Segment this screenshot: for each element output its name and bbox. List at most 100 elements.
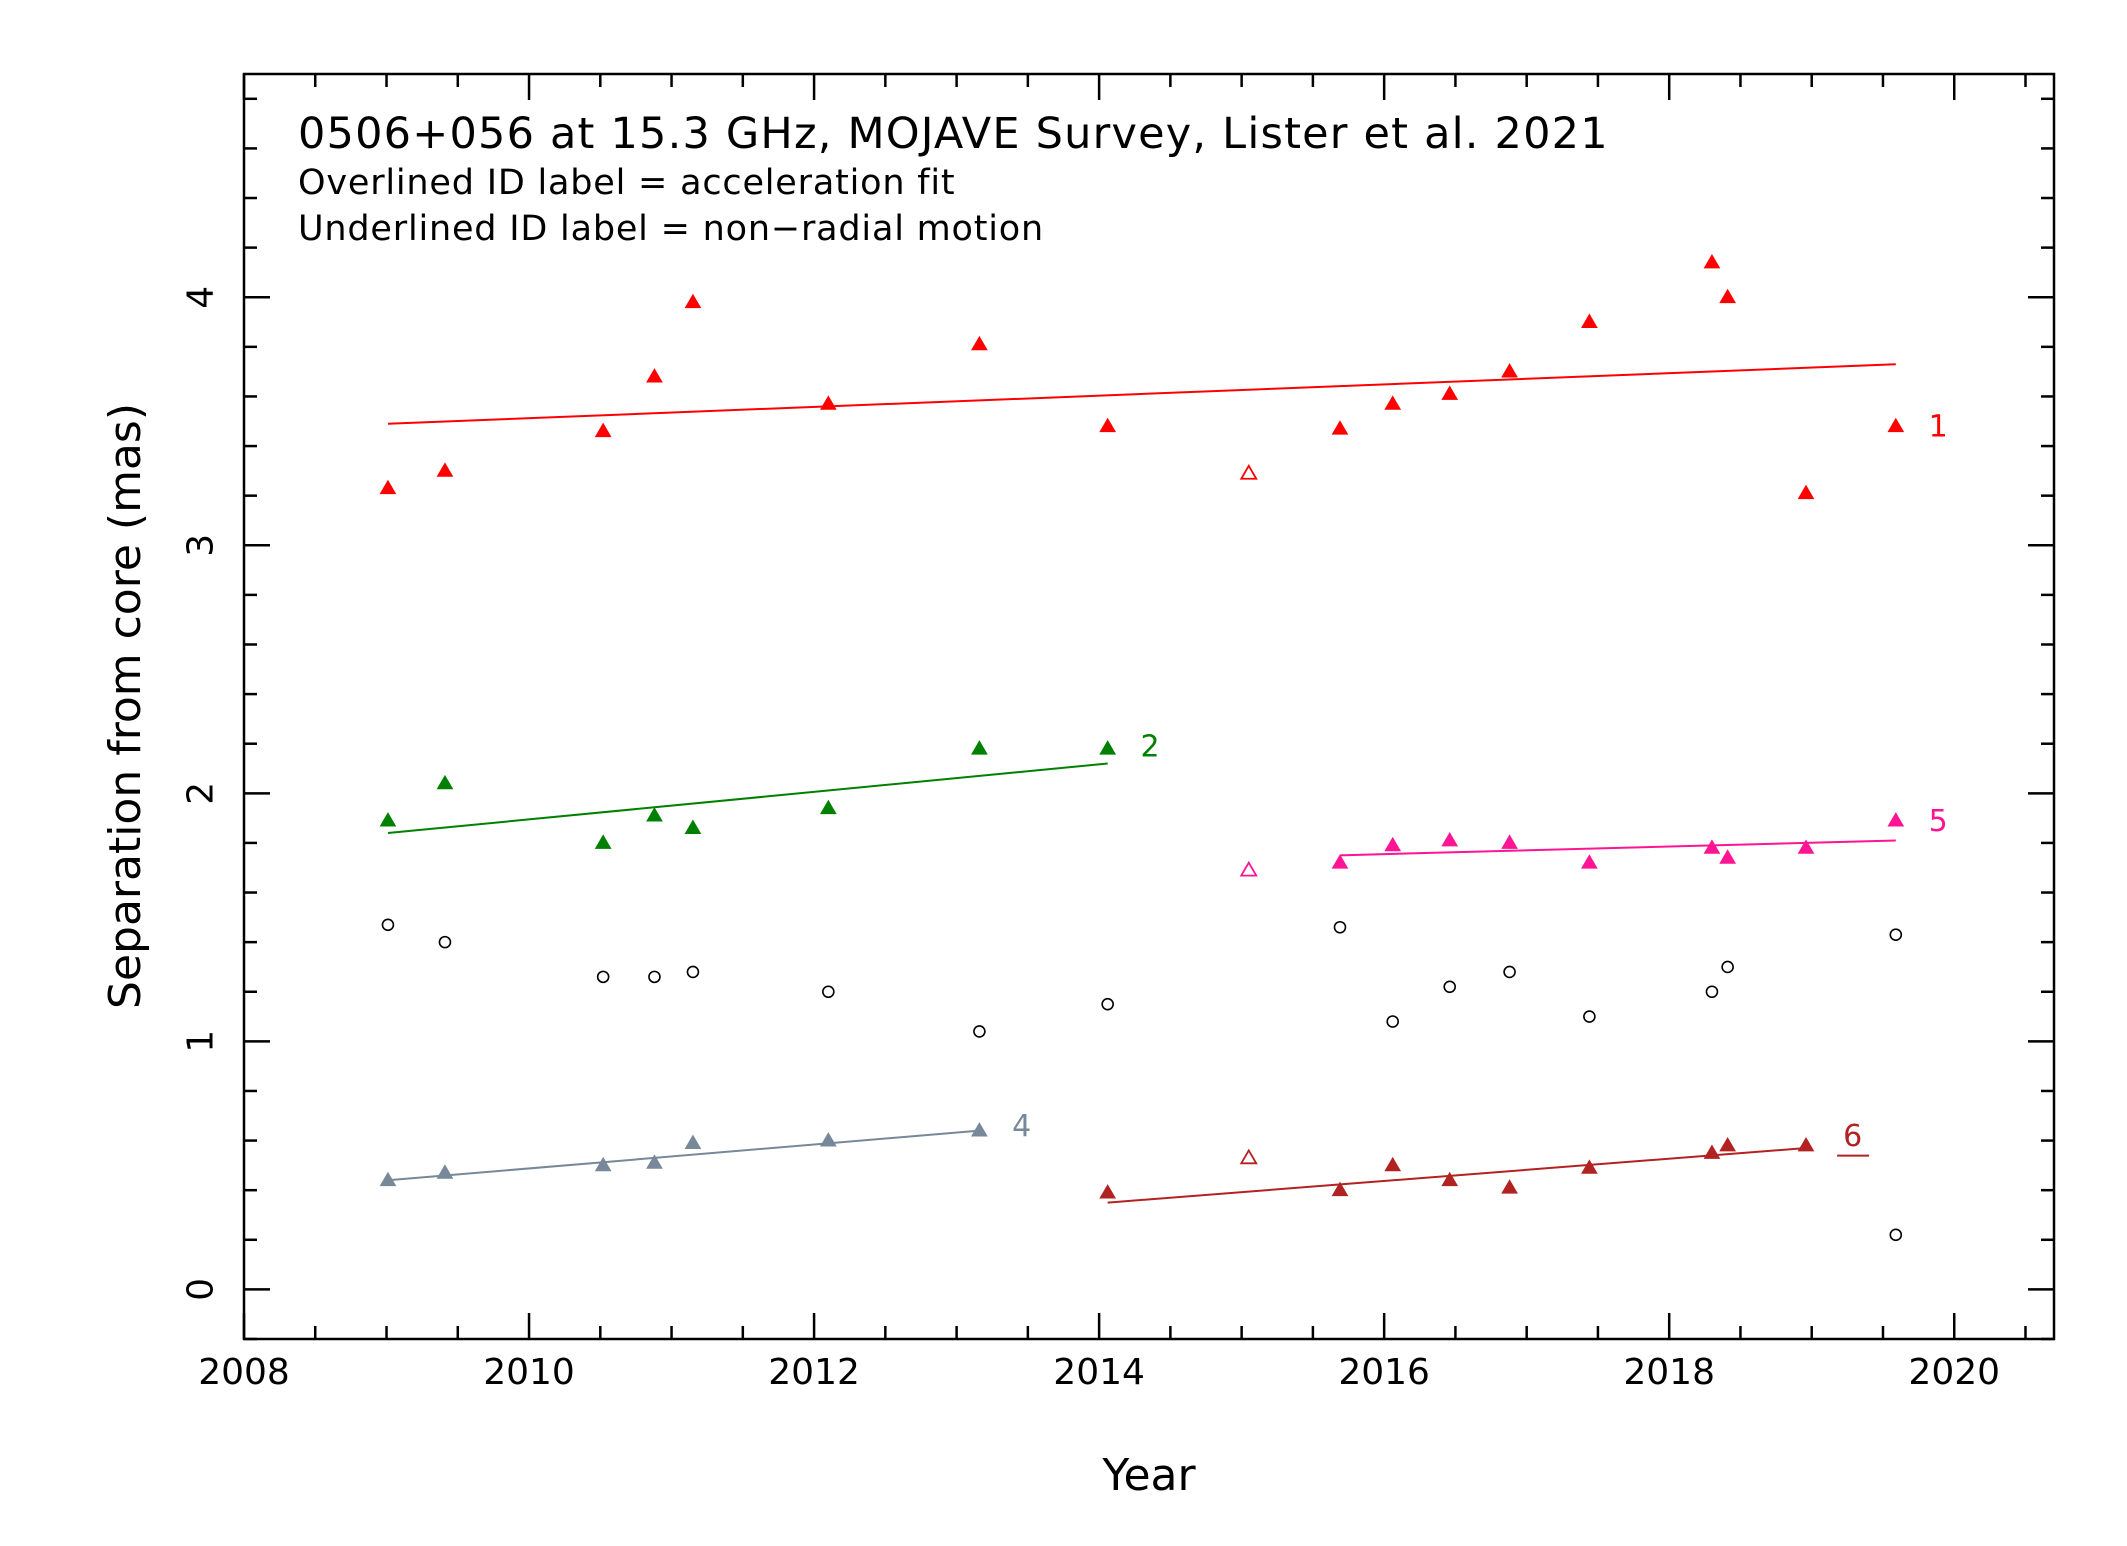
point-4 [684, 1134, 702, 1149]
point-2 [684, 819, 702, 834]
component-label-2: 2 [1140, 730, 1159, 765]
point-2 [1099, 740, 1117, 755]
point-5 [1501, 834, 1518, 849]
point-1 [971, 335, 988, 351]
point-6 [1384, 1156, 1402, 1172]
point-1 [594, 422, 612, 438]
plot-frame [242, 72, 2056, 1341]
point-core [1583, 1010, 1596, 1023]
point-1 [1719, 288, 1736, 304]
point-2 [379, 812, 397, 827]
fit-line-6 [1107, 1147, 1807, 1204]
point-5 [1331, 854, 1349, 869]
point-core [1503, 965, 1516, 979]
point-1 [1099, 417, 1117, 433]
component-label-5: 5 [1929, 804, 1948, 839]
point-6 [1797, 1137, 1815, 1152]
axis-ticks [242, 74, 2054, 1341]
y-axis-label: Separation from core (mas) [100, 403, 151, 1009]
y-tick-label: 4 [181, 286, 222, 309]
point-1 [1887, 417, 1905, 433]
point-1 [646, 368, 663, 383]
component-label-4: 4 [1012, 1109, 1031, 1144]
point-4 [436, 1164, 454, 1179]
point-5 [1719, 849, 1736, 864]
point-4 [379, 1171, 397, 1187]
point-core [1889, 928, 1903, 941]
point-core [381, 918, 395, 932]
fit-line-5 [1339, 839, 1896, 857]
x-tick-label: 2016 [1338, 1352, 1430, 1393]
point-4 [971, 1122, 988, 1137]
chart-note-acceleration: Overlined ID label = acceleration fit [298, 163, 955, 203]
chart-title: 0506+056 at 15.3 GHz, MOJAVE Survey, Lis… [298, 109, 1609, 159]
point-1 [1239, 464, 1258, 480]
point-1 [379, 479, 397, 495]
point-1 [1331, 420, 1349, 435]
point-core [822, 985, 835, 999]
point-5 [1887, 812, 1905, 827]
x-tick-label: 2012 [768, 1352, 860, 1393]
point-6 [1441, 1171, 1459, 1187]
point-2 [646, 807, 663, 822]
point-1 [1384, 395, 1402, 410]
point-4 [594, 1156, 612, 1172]
point-5 [1581, 854, 1598, 869]
point-1 [1581, 313, 1598, 328]
y-tick-label: 1 [181, 1030, 222, 1053]
fit-line-1 [387, 363, 1896, 425]
point-6 [1239, 1148, 1258, 1165]
component-label-6: 6 [1843, 1119, 1862, 1154]
fit-line-2 [387, 762, 1108, 834]
point-1 [1501, 363, 1518, 378]
point-6 [1099, 1184, 1117, 1199]
point-5 [1441, 831, 1459, 847]
point-6 [1331, 1181, 1349, 1197]
point-core [1721, 960, 1734, 974]
x-tick-label: 2018 [1623, 1352, 1715, 1393]
component-label-1: 1 [1929, 410, 1948, 445]
x-axis-label: Year [1101, 1450, 1196, 1501]
point-core [973, 1025, 986, 1038]
point-2 [436, 774, 454, 790]
point-6 [1719, 1137, 1736, 1152]
x-tick-label: 2014 [1053, 1352, 1145, 1393]
point-core [438, 935, 452, 949]
data-layer: 1 2 4 5 6 [379, 254, 1948, 1242]
point-core [1705, 985, 1719, 999]
point-core [648, 970, 661, 984]
point-5 [1703, 839, 1721, 854]
x-tick-label: 2020 [1908, 1352, 2000, 1393]
point-2 [971, 740, 988, 755]
point-core [1889, 1228, 1903, 1242]
point-core [1386, 1015, 1400, 1028]
point-core [1443, 980, 1457, 994]
x-tick-label: 2008 [198, 1352, 290, 1393]
point-5 [1797, 839, 1815, 854]
point-6 [1501, 1179, 1518, 1194]
point-6 [1581, 1159, 1598, 1174]
point-core [686, 965, 700, 979]
point-6 [1703, 1144, 1721, 1159]
fit-line-4 [387, 1129, 980, 1182]
point-5 [1239, 860, 1258, 877]
point-4 [646, 1154, 663, 1169]
point-1 [684, 293, 702, 309]
x-tick-label: 2010 [483, 1352, 575, 1393]
point-1 [819, 395, 837, 410]
point-2 [819, 799, 837, 815]
y-tick-label: 3 [181, 534, 222, 557]
point-1 [1797, 484, 1815, 500]
point-5 [1384, 836, 1402, 852]
chart-note-nonradial: Underlined ID label = non−radial motion [298, 209, 1044, 249]
point-core [596, 970, 610, 984]
y-tick-label: 2 [181, 782, 222, 805]
y-tick-label: 0 [181, 1278, 222, 1301]
point-core [1333, 920, 1347, 934]
point-2 [594, 834, 612, 849]
point-1 [1441, 385, 1459, 400]
point-1 [1703, 254, 1721, 269]
point-1 [436, 462, 454, 477]
